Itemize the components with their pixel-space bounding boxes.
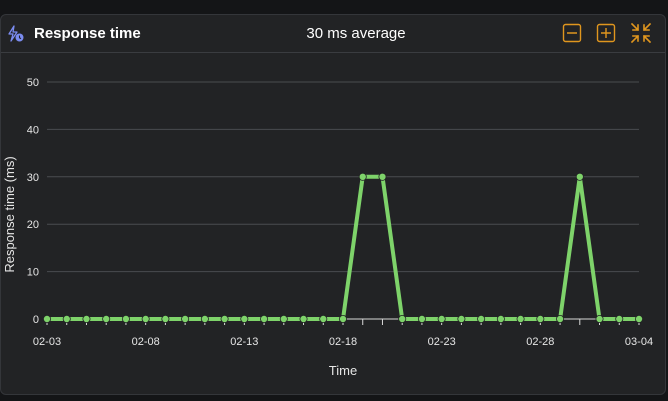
panel-title: Response time [34,25,141,42]
data-point [319,314,328,323]
data-point [181,314,190,323]
plus-box-icon [596,23,616,43]
data-point [141,314,150,323]
x-axis-title: Time [329,363,357,378]
data-point [299,314,308,323]
data-point [338,314,347,323]
data-point [496,314,505,323]
data-point [240,314,249,323]
data-point [595,314,604,323]
data-point [575,172,584,181]
x-tick-label: 03-04 [625,336,653,348]
series-line [45,174,641,321]
y-tick-label: 20 [27,219,39,231]
data-point [378,172,387,181]
data-point [477,314,486,323]
y-tick-label: 40 [27,124,39,136]
data-point [556,314,565,323]
data-point [358,172,367,181]
data-point [62,314,71,323]
data-point [82,314,91,323]
y-axis-title: Response time (ms) [2,156,17,272]
y-tick-label: 30 [27,172,39,184]
data-point [200,314,209,323]
zoom-in-button[interactable] [596,23,616,43]
data-point [417,314,426,323]
data-point [615,314,624,323]
data-point [43,314,52,323]
collapse-icon [630,22,652,44]
data-point [220,314,229,323]
data-point [635,314,644,323]
x-tick-label: 02-13 [230,336,258,348]
x-tick-label: 02-18 [329,336,357,348]
data-point [260,314,269,323]
x-tick-label: 02-28 [526,336,554,348]
zoom-out-button[interactable] [562,23,582,43]
panel-header: Response time 30 ms average [1,15,665,53]
minus-box-icon [562,23,582,43]
data-point [121,314,130,323]
x-tick-label: 02-08 [132,336,160,348]
x-tick-label: 02-03 [33,336,61,348]
data-point [161,314,170,323]
data-point [102,314,111,323]
response-time-chart: 0 10 20 30 40 50 02-03 02-08 02-13 02-18 02-23 02-2… [2,77,653,378]
data-point [279,314,288,323]
data-point [516,314,525,323]
average-label: 30 ms average [306,25,406,42]
data-point [437,314,446,323]
y-tick-label: 10 [27,267,39,279]
data-point [398,314,407,323]
response-time-panel: Response time 30 ms average [0,14,666,395]
response-time-icon [7,25,25,43]
collapse-button[interactable] [630,22,652,44]
data-point [457,314,466,323]
y-tick-label: 50 [27,77,39,89]
data-point [536,314,545,323]
x-tick-label: 02-23 [428,336,456,348]
y-tick-label: 0 [33,314,39,326]
